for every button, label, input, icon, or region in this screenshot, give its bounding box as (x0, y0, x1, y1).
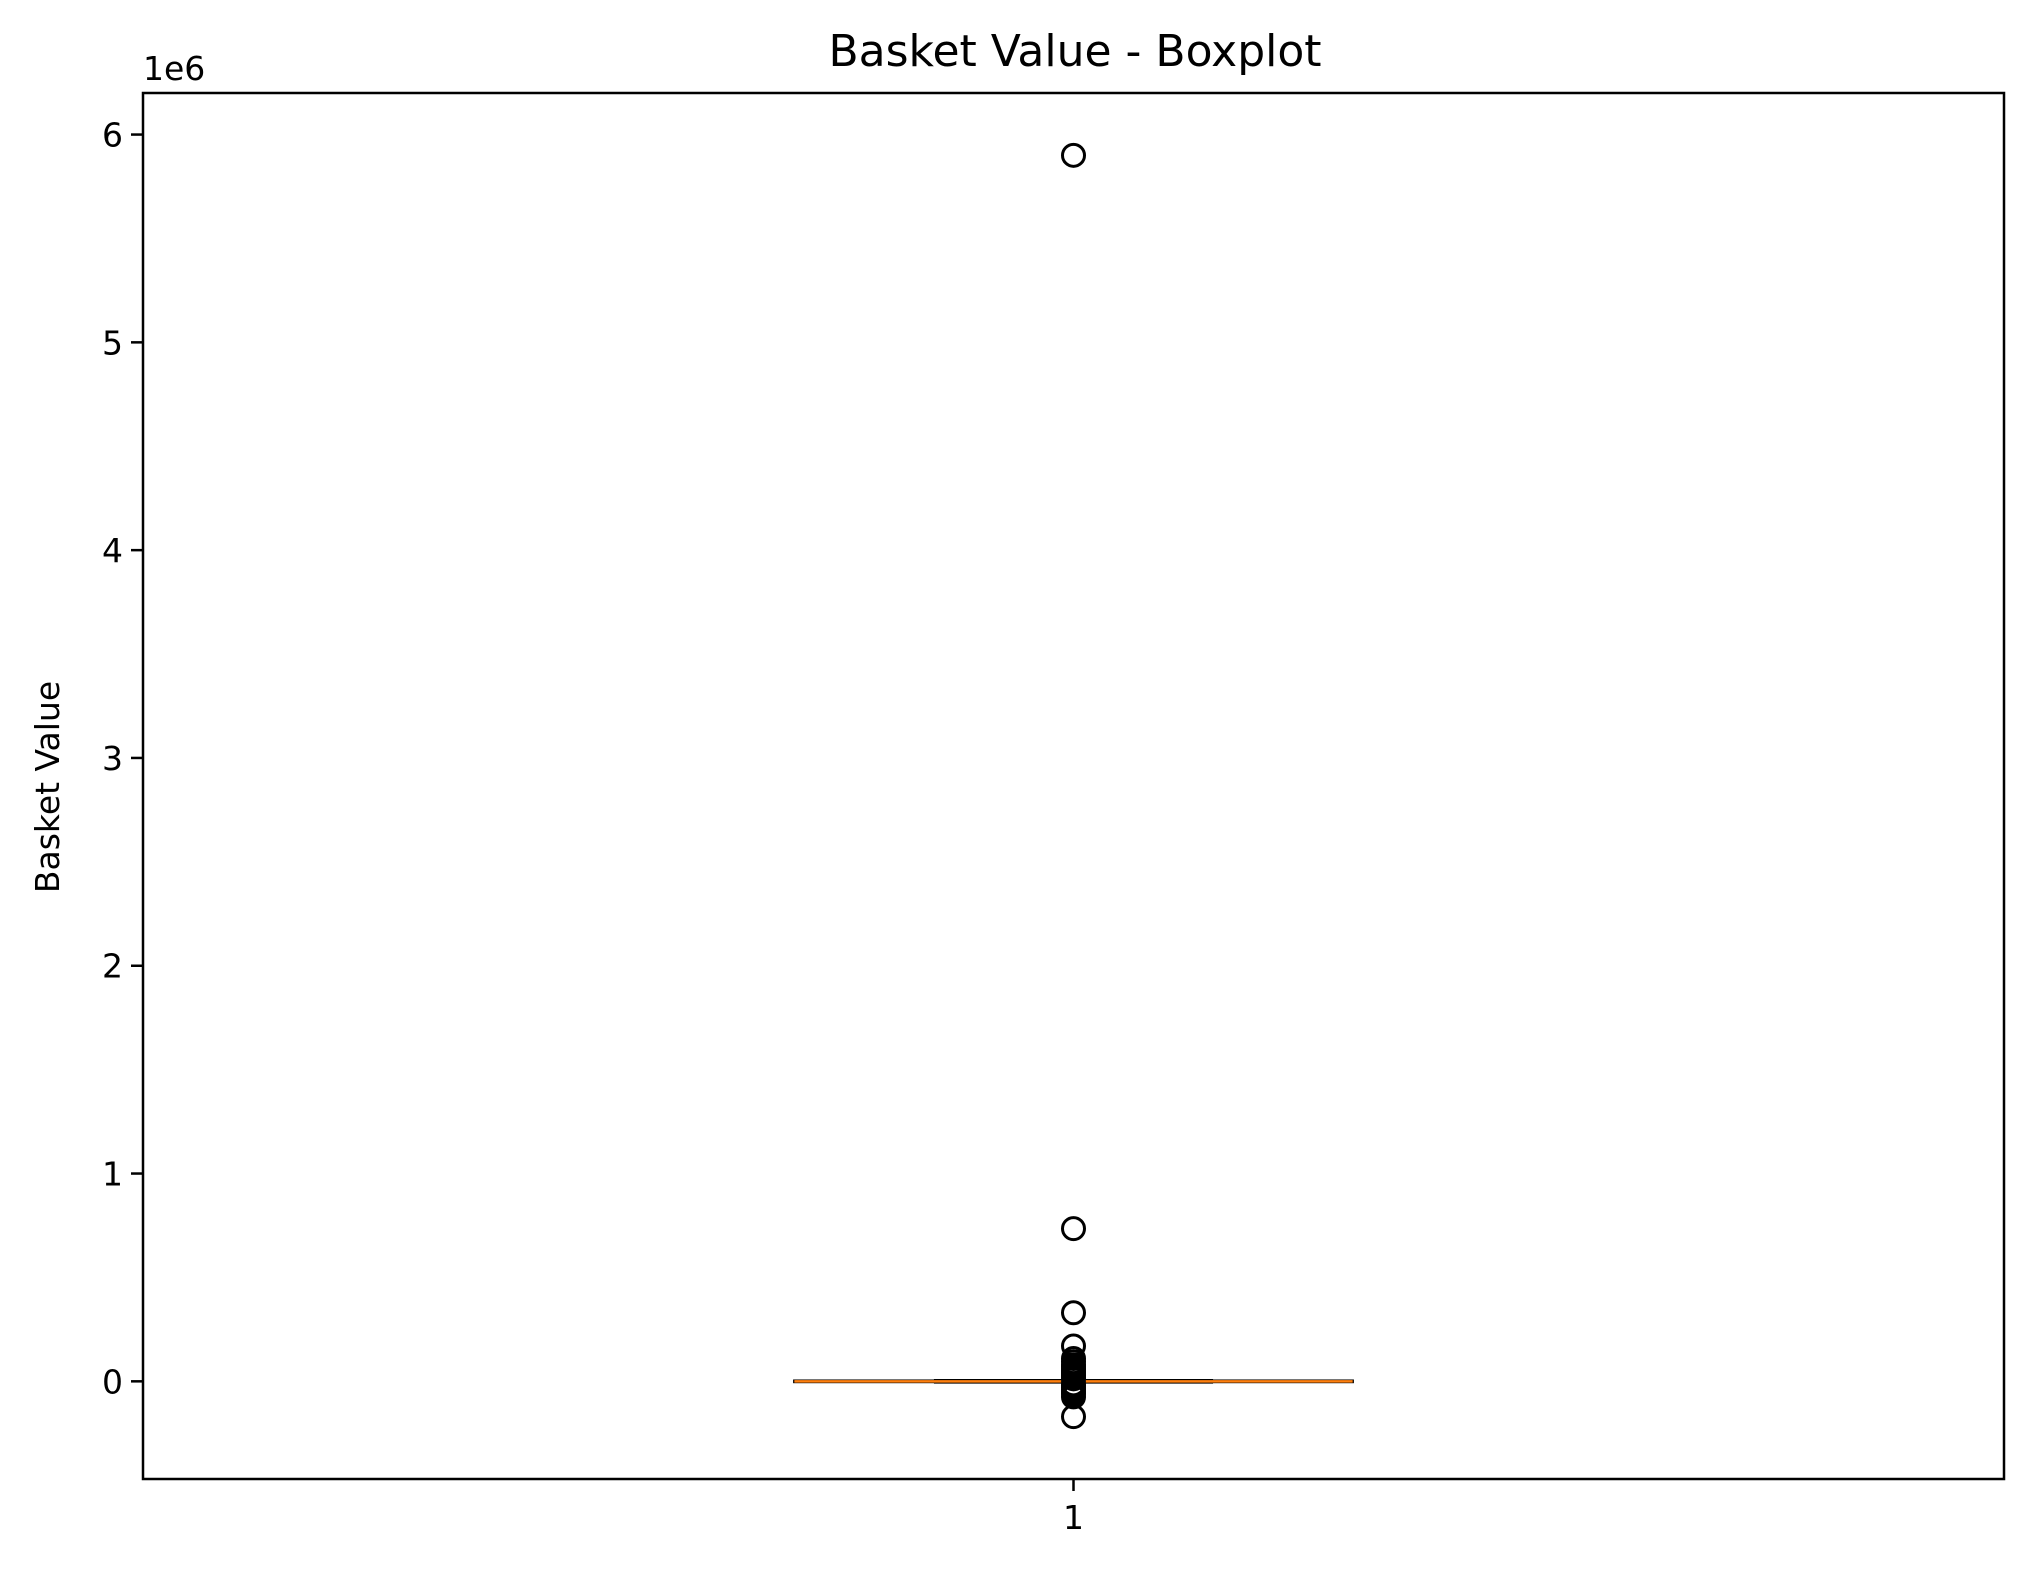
chart-title: Basket Value - Boxplot (828, 26, 1321, 77)
y-tick-label: 4 (102, 531, 123, 570)
y-tick-label: 3 (102, 739, 123, 778)
y-axis-label: Basket Value (28, 681, 67, 893)
flier-point (1061, 142, 1086, 168)
y-tick-label: 5 (102, 323, 123, 362)
y-tick-label: 1 (102, 1155, 123, 1194)
x-tick-label: 1 (1063, 1498, 1084, 1537)
flier-point (1061, 1404, 1086, 1430)
y-axis-offset-label: 1e6 (143, 49, 205, 88)
y-tick-label: 6 (102, 116, 123, 155)
flier-point (1061, 1300, 1086, 1326)
flier-point (1061, 1384, 1086, 1410)
flier-point (1061, 1216, 1086, 1242)
plot-frame (141, 91, 2006, 1481)
y-tick-label: 2 (102, 947, 123, 986)
y-tick-label: 0 (102, 1362, 123, 1401)
